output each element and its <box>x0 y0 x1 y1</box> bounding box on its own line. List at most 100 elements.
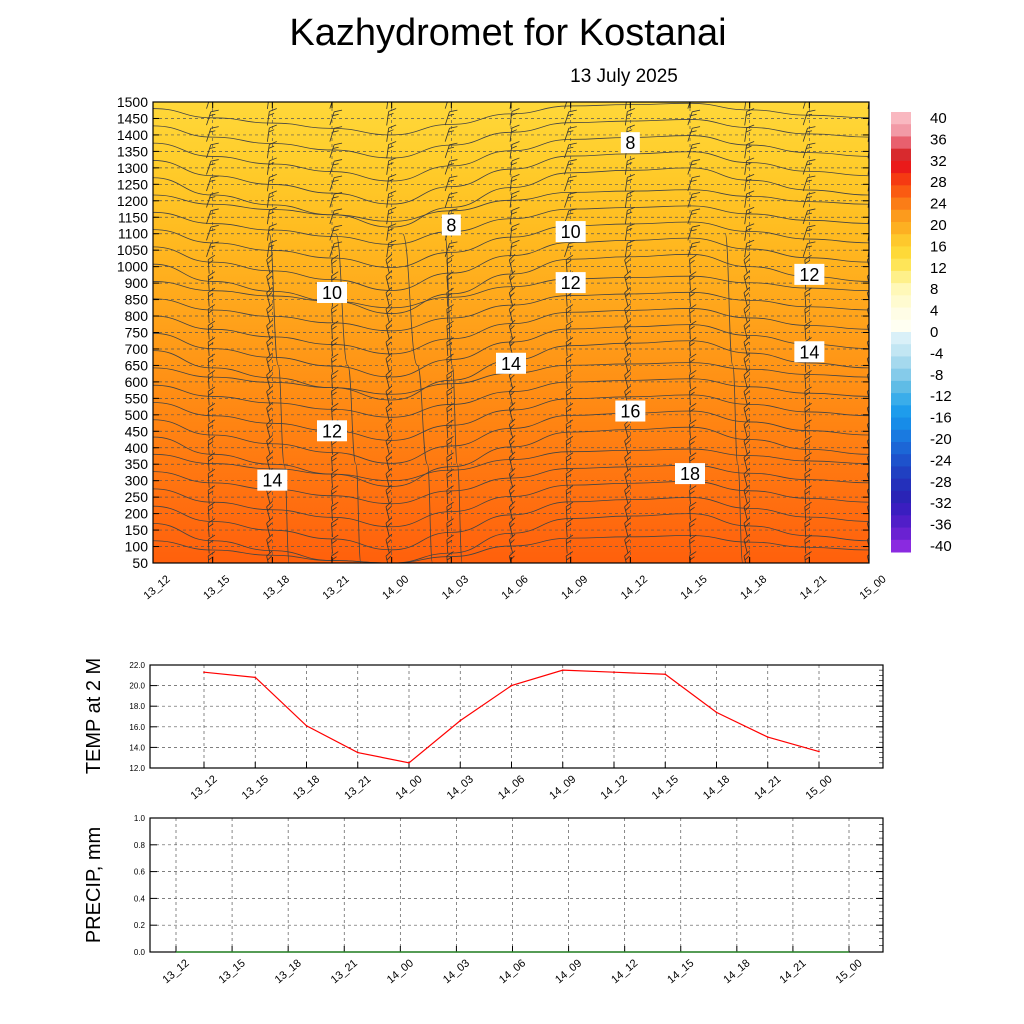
wind-barb <box>207 468 216 488</box>
temp2m-point <box>459 719 462 722</box>
x-tick-label: 14_18 <box>738 573 769 602</box>
x-tick-label: 13_18 <box>261 573 292 602</box>
wind-barb <box>743 435 751 455</box>
wind-barb <box>385 550 393 563</box>
wind-barb <box>266 418 273 439</box>
wind-barb <box>624 352 631 373</box>
wind-barb <box>385 303 393 323</box>
precip-y-axis: 0.0 0.2 0.4 0.6 0.8 1.0 <box>134 814 883 957</box>
wind-barb <box>867 144 869 159</box>
wind-barb <box>743 468 751 488</box>
wind-barb <box>804 452 812 472</box>
wind-barb <box>446 304 454 324</box>
wind-barb <box>385 385 393 406</box>
colorbar-box <box>891 429 911 443</box>
colorbar-label: 4 <box>930 303 938 320</box>
wind-barb <box>687 208 701 225</box>
wind-barb <box>744 157 755 175</box>
wind-barb <box>385 435 393 455</box>
x-tick-label: 14_15 <box>665 957 696 986</box>
wind-barb <box>329 159 343 175</box>
y-tick-label: 500 <box>125 407 149 423</box>
x-tick-label: 14_15 <box>650 773 681 802</box>
x-tick-label: 14_03 <box>440 573 471 602</box>
wind-barb <box>565 452 574 472</box>
contour-label: 18 <box>675 463 705 485</box>
y-tick-label: 1150 <box>118 209 148 225</box>
colorbar-box <box>891 234 911 247</box>
wind-barb <box>206 109 219 126</box>
wind-barb <box>804 370 812 389</box>
wind-barb <box>386 206 397 225</box>
wind-barb <box>331 337 339 356</box>
colorbar-label: 16 <box>930 238 947 255</box>
x-tick-label: 13_12 <box>160 957 191 986</box>
y-tick-label: 1400 <box>117 127 148 143</box>
y-tick-label: 350 <box>125 456 149 472</box>
svg-text:12: 12 <box>322 421 342 441</box>
wind-barb <box>331 468 339 488</box>
wind-barb <box>446 386 454 406</box>
wind-barb <box>266 533 273 554</box>
wind-barb <box>743 451 751 472</box>
wind-barb <box>744 174 755 192</box>
wind-barb <box>743 500 751 521</box>
wind-barb <box>802 102 808 109</box>
isotherm <box>402 233 433 563</box>
colorbar-box <box>891 283 911 296</box>
x-tick-label: 13_21 <box>342 773 373 802</box>
wind-barb <box>446 518 454 538</box>
colorbar-label: 36 <box>930 131 947 148</box>
wind-barb <box>207 501 216 521</box>
isotherm <box>268 233 290 563</box>
wind-barb <box>207 287 216 307</box>
svg-text:8: 8 <box>446 215 456 235</box>
isotherm <box>153 497 869 551</box>
wind-barb <box>508 270 516 290</box>
wind-barb <box>565 370 574 389</box>
y-tick-label: 750 <box>125 325 149 341</box>
x-tick-label: 14_03 <box>441 957 472 986</box>
svg-text:12: 12 <box>799 265 819 285</box>
y-tick-label: 400 <box>125 440 149 456</box>
svg-text:16: 16 <box>620 402 640 422</box>
wind-barb <box>385 369 393 389</box>
wind-barb <box>743 484 751 505</box>
wind-barb <box>565 534 574 554</box>
wind-barb <box>624 533 631 554</box>
wind-barb <box>804 485 812 505</box>
wind-barb <box>804 501 812 521</box>
y-tick-label: 1450 <box>117 110 148 126</box>
wind-barb <box>331 386 339 406</box>
colorbar-box <box>891 136 911 150</box>
colorbar-box <box>891 148 911 162</box>
colorbar-boxes <box>891 112 911 553</box>
y-tick-label: 200 <box>125 506 149 522</box>
wind-barb <box>266 239 277 258</box>
wind-barb <box>266 286 273 307</box>
wind-barb <box>687 142 701 159</box>
wind-barb <box>624 435 631 455</box>
wind-barb <box>689 254 697 274</box>
wind-barb <box>687 225 701 241</box>
wind-barb <box>744 102 748 109</box>
wind-barb <box>266 206 277 225</box>
wind-barb <box>206 208 219 225</box>
temp2m-point <box>510 684 513 687</box>
isotherm <box>153 135 869 182</box>
colorbar-label: -20 <box>930 431 952 448</box>
colorbar-box <box>891 539 911 553</box>
x-tick-label: 14_06 <box>496 773 527 802</box>
wind-barb <box>508 286 516 307</box>
wind-barb <box>624 253 631 274</box>
isotherm <box>153 291 869 332</box>
wind-barb <box>564 109 577 126</box>
isotherm <box>153 253 869 314</box>
y-tick-label: 1300 <box>117 160 148 176</box>
svg-text:12: 12 <box>561 273 581 293</box>
colorbar-box <box>891 319 911 333</box>
temp2m-gridlines <box>150 665 883 768</box>
wind-barb <box>207 485 216 505</box>
temp2m-point <box>305 724 308 727</box>
